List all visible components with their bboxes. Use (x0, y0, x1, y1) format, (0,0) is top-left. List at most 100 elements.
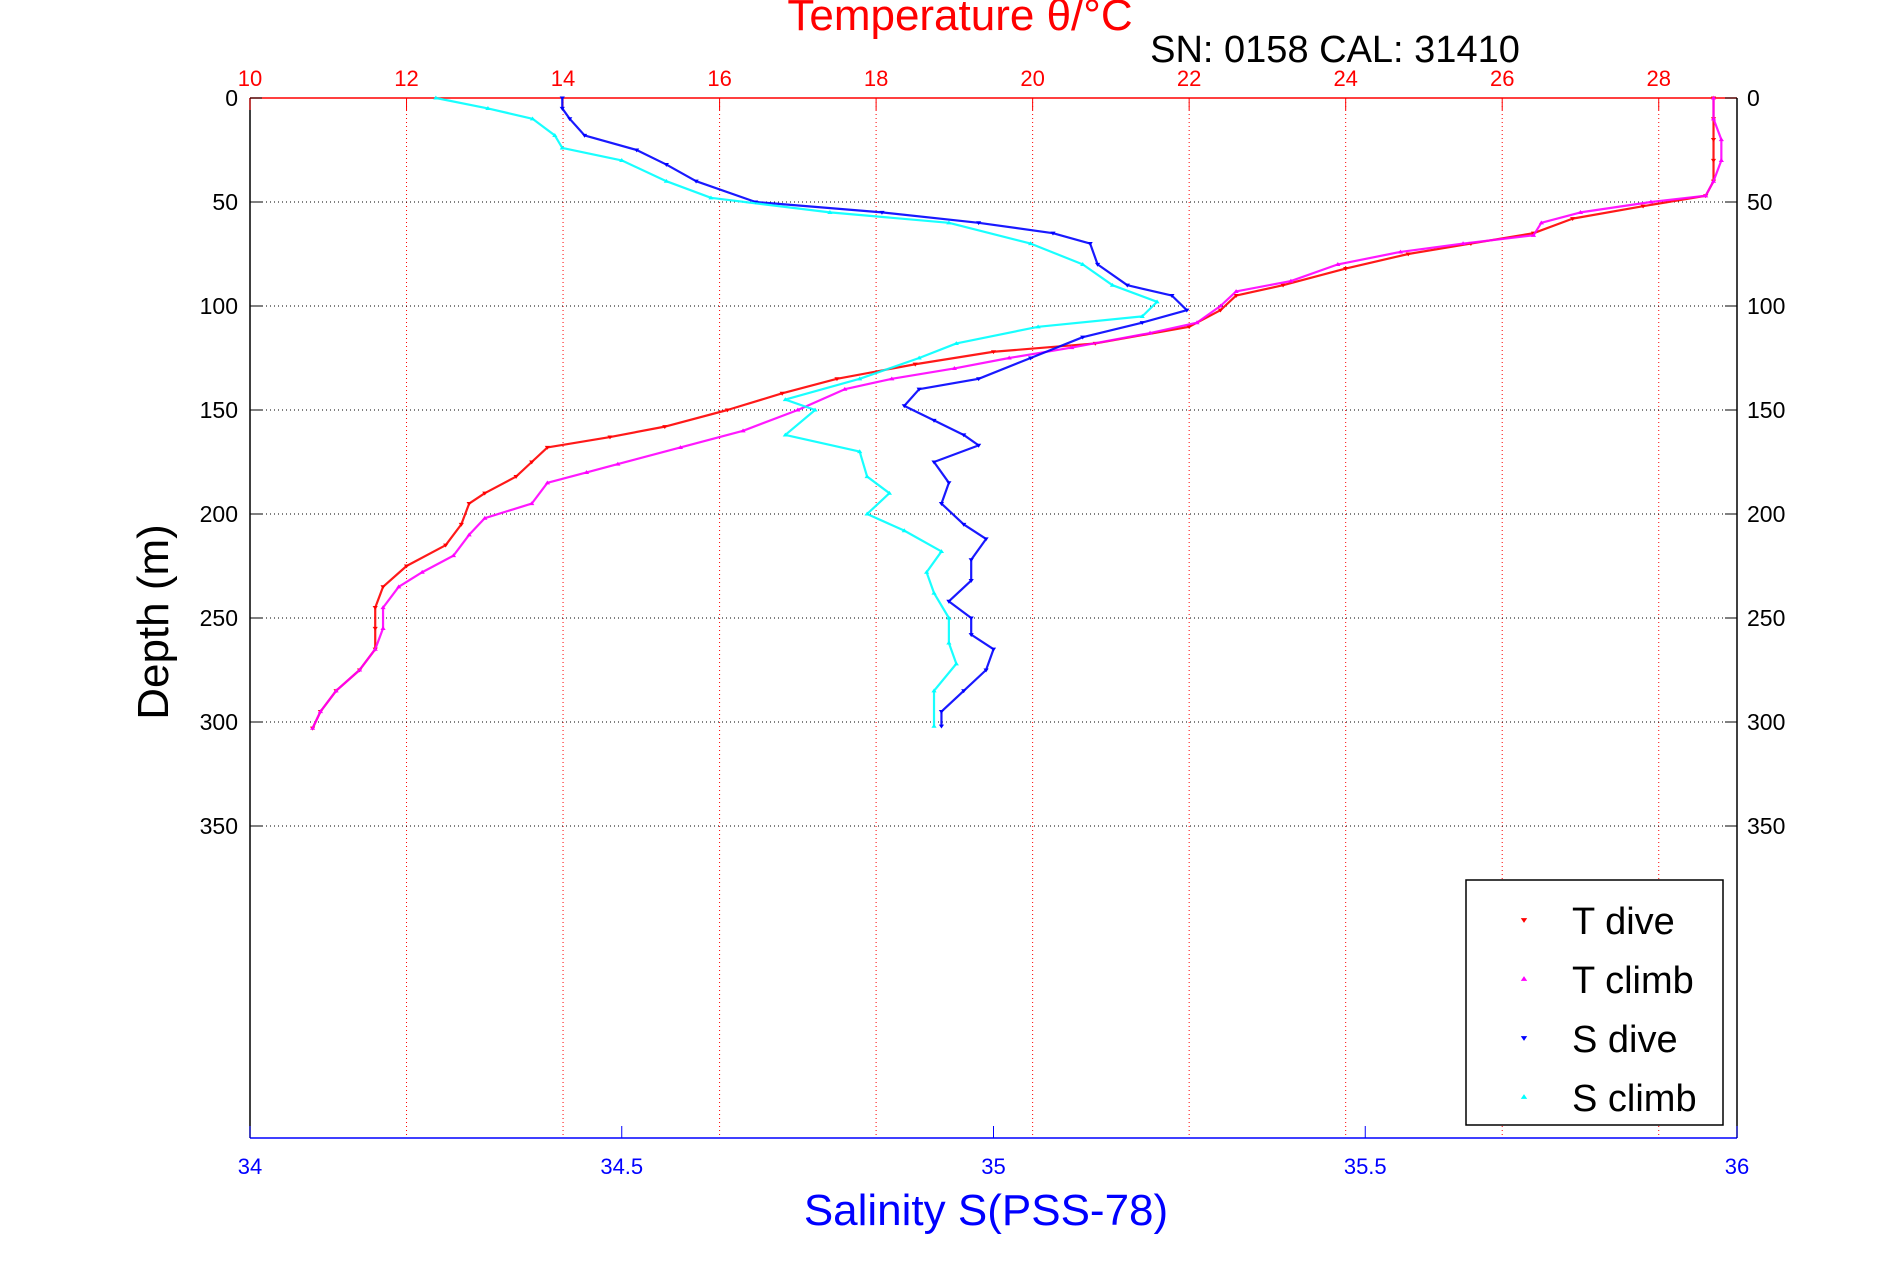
t-dive-point (380, 585, 386, 590)
t-dive-point (724, 408, 731, 413)
t-dive-point (529, 460, 535, 465)
left-tick-label: 50 (212, 189, 238, 215)
x-axis-label-salinity: Salinity S(PSS-78) (804, 1186, 1168, 1235)
s-climb-point (916, 355, 922, 360)
t-dive-point (466, 502, 472, 506)
top-tick-label: 14 (551, 66, 575, 91)
bottom-tick-label: 35.5 (1344, 1154, 1387, 1179)
t-dive-point (779, 391, 785, 396)
s-dive-point (938, 502, 945, 506)
t-dive-point (1570, 217, 1576, 221)
t-climb-point (544, 480, 550, 485)
t-climb-point (677, 445, 684, 449)
t-climb-point (1006, 355, 1012, 360)
t-climb-point (317, 709, 324, 714)
t-climb-point (740, 428, 746, 433)
t-dive-point (372, 626, 378, 631)
s-climb-point (938, 549, 945, 553)
s-dive-point (1080, 335, 1086, 340)
s-dive-point (559, 106, 565, 111)
t-climb-point (1710, 178, 1717, 183)
data-marks (310, 95, 1724, 731)
right-tick-label: 250 (1747, 605, 1785, 631)
s-dive-point (567, 117, 573, 122)
t-climb-point (333, 688, 339, 693)
t-climb-point (482, 515, 488, 520)
grid-lines (250, 98, 1737, 1138)
legend-label-t-dive: T dive (1572, 901, 1675, 943)
top-tick-label: 12 (394, 66, 418, 91)
top-tick-label: 26 (1490, 66, 1514, 91)
top-tick-label: 18 (864, 66, 888, 91)
t-dive-point (372, 606, 378, 610)
right-tick-label: 150 (1747, 397, 1785, 423)
top-tick-label: 24 (1333, 66, 1357, 91)
t-dive-point (1640, 204, 1646, 209)
s-dive-point (1184, 308, 1190, 313)
s-climb-point (931, 688, 937, 693)
t-dive-point (544, 445, 550, 450)
s-dive-point (938, 724, 945, 729)
t-climb-point (842, 386, 848, 391)
right-tick-label: 350 (1747, 813, 1785, 839)
t-dive-series-line (311, 98, 1715, 729)
t-climb-point (1718, 137, 1724, 142)
legend-marker-s-dive (1520, 1036, 1528, 1041)
s-climb-point (864, 474, 870, 479)
left-tick-label: 300 (200, 709, 238, 735)
s-dive-point (968, 633, 974, 637)
s-climb-point (552, 133, 558, 137)
t-climb-point (1530, 232, 1537, 237)
right-tick-label: 50 (1747, 189, 1773, 215)
s-climb-point (485, 106, 491, 110)
s-climb-point (827, 210, 833, 214)
top-tick-label: 28 (1646, 66, 1670, 91)
top-tick-label: 16 (707, 66, 731, 91)
s-dive-point (559, 96, 565, 101)
chart-title: Temperature θ/°C (787, 0, 1132, 40)
t-dive-point (1217, 308, 1224, 313)
t-climb-point (1147, 330, 1153, 335)
s-dive-point (983, 668, 989, 673)
t-climb-point (450, 553, 457, 558)
t-dive-point (458, 522, 464, 527)
t-climb-point (356, 667, 363, 672)
top-tick-label: 22 (1177, 66, 1201, 91)
s-dive-point (968, 558, 974, 563)
t-dive-point (1280, 283, 1286, 288)
t-climb-point (1710, 116, 1717, 121)
t-climb-point (1069, 345, 1075, 350)
t-climb-point (396, 584, 402, 589)
s-dive-point (693, 179, 699, 184)
legend-marker-s-climb (1520, 1094, 1528, 1099)
legend-marker-t-climb (1520, 976, 1528, 981)
s-dive-point (976, 377, 982, 382)
s-climb-point (953, 661, 959, 666)
left-tick-label: 250 (200, 605, 238, 631)
t-climb-point (795, 407, 801, 412)
s-dive-point (946, 599, 952, 604)
s-climb-point (433, 95, 439, 100)
t-dive-point (513, 475, 519, 479)
t-climb-point (1288, 278, 1294, 283)
s-dive-point (879, 210, 885, 215)
legend-label-t-climb: T climb (1572, 960, 1694, 1002)
t-climb-point (466, 532, 472, 537)
s-dive-point (961, 689, 967, 694)
right-tick-label: 100 (1747, 293, 1785, 319)
s-dive-point (946, 481, 952, 486)
legend: T dive T climb S dive S climb (1465, 879, 1724, 1126)
t-climb-point (1217, 303, 1224, 308)
t-dive-point (443, 543, 449, 548)
t-climb-point (615, 461, 621, 466)
t-climb-point (1460, 241, 1466, 246)
t-climb-point (1710, 95, 1717, 100)
s-climb-point (782, 397, 788, 402)
s-climb-point (1154, 299, 1160, 304)
right-tick-label: 200 (1747, 501, 1785, 527)
top-tick-label: 20 (1020, 66, 1044, 91)
s-climb-point (663, 178, 669, 183)
s-dive-point (976, 221, 982, 226)
t-dive-point (1405, 252, 1411, 257)
t-climb-point (951, 366, 957, 370)
